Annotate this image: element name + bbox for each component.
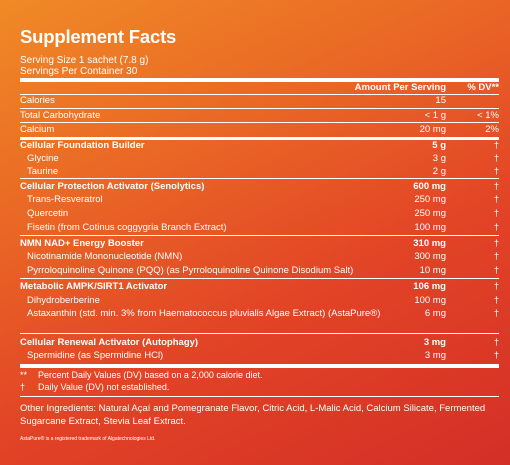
amount-header: Amount Per Serving — [354, 82, 446, 93]
nutrient-row: Calories 15 — [20, 94, 499, 107]
row-divider — [20, 122, 499, 123]
column-header-row: Amount Per Serving % DV** — [20, 81, 499, 94]
ingredient-amount: 100 mg — [414, 222, 446, 233]
ingredient-dv: † — [493, 166, 499, 177]
thick-divider — [20, 364, 499, 368]
serving-size: Serving Size 1 sachet (7.8 g) — [20, 55, 149, 66]
group-dv: † — [493, 281, 499, 292]
footnote-symbol: ** — [20, 370, 28, 380]
ingredient-amount: 250 mg — [414, 208, 446, 219]
nutrient-dv: 2% — [485, 124, 499, 135]
group-amount: 106 mg — [413, 281, 446, 292]
row-divider — [20, 333, 499, 334]
nutrient-row: Total Carbohydrate < 1 g < 1% — [20, 109, 499, 122]
panel-title: Supplement Facts — [20, 26, 177, 47]
ingredient-dv: † — [493, 265, 499, 276]
group-dv: † — [493, 337, 499, 348]
ingredient-group-row: Cellular Foundation Builder 5 g † — [20, 139, 499, 152]
ingredient-row: Fisetin (from Cotinus coggygria Branch E… — [20, 221, 499, 234]
thick-divider — [20, 137, 499, 140]
footnote-text: Percent Daily Values (DV) based on a 2,0… — [38, 370, 263, 380]
footnote-symbol: † — [20, 382, 26, 392]
row-divider — [20, 178, 499, 179]
group-name: Cellular Renewal Activator (Autophagy) — [20, 337, 199, 348]
nutrient-amount: 20 mg — [419, 124, 446, 135]
group-amount: 3 mg — [423, 337, 446, 348]
ingredient-group-row: NMN NAD+ Energy Booster 310 mg † — [20, 237, 499, 250]
nutrient-amount: < 1 g — [424, 110, 446, 121]
ingredient-name: Nicotinamide Mononucleotide (NMN) — [27, 251, 183, 262]
ingredient-name: Dihydroberberine — [27, 295, 100, 306]
group-amount: 310 mg — [413, 238, 446, 249]
nutrient-name: Calcium — [20, 124, 55, 135]
ingredient-row: Nicotinamide Mononucleotide (NMN) 300 mg… — [20, 250, 499, 263]
ingredient-dv: † — [493, 222, 499, 233]
row-divider — [20, 235, 499, 236]
group-name: Cellular Protection Activator (Senolytic… — [20, 181, 205, 192]
group-dv: † — [493, 238, 499, 249]
footnote-dv: ** Percent Daily Values (DV) based on a 2… — [20, 370, 262, 380]
row-divider — [20, 108, 499, 109]
ingredient-row: Pyrroloquinoline Quinone (PQQ) (as Pyrro… — [20, 264, 499, 277]
ingredient-row: Spermidine (as Spermidine HCl) 3 mg † — [20, 349, 499, 362]
ingredient-group-row: Cellular Protection Activator (Senolytic… — [20, 180, 499, 193]
ingredient-row: Trans-Resveratrol 250 mg † — [20, 193, 499, 206]
nutrient-name: Total Carbohydrate — [20, 110, 101, 121]
ingredient-dv: † — [493, 208, 499, 219]
footnote-text: Daily Value (DV) not established. — [38, 382, 170, 392]
nutrient-row: Calcium 20 mg 2% — [20, 123, 499, 136]
ingredient-dv: † — [493, 251, 499, 262]
header-divider — [20, 94, 499, 95]
ingredient-amount: 250 mg — [414, 194, 446, 205]
ingredient-row: Dihydroberberine 100 mg † — [20, 294, 499, 307]
nutrient-amount: 15 — [435, 95, 446, 106]
ingredient-group-row: Cellular Renewal Activator (Autophagy) 3… — [20, 336, 499, 349]
group-dv: † — [493, 140, 499, 151]
ingredient-row: Taurine 2 g † — [20, 165, 499, 178]
footnote-not-established: † Daily Value (DV) not established. — [20, 382, 169, 392]
nutrient-dv: < 1% — [477, 110, 499, 121]
ingredient-dv: † — [493, 194, 499, 205]
nutrient-name: Calories — [20, 95, 55, 106]
row-divider — [20, 396, 499, 397]
ingredient-row: Glycine 3 g † — [20, 152, 499, 165]
group-name: NMN NAD+ Energy Booster — [20, 238, 144, 249]
ingredient-dv: † — [493, 153, 499, 164]
ingredient-amount: 3 mg — [424, 350, 446, 361]
ingredient-amount: 6 mg — [424, 308, 446, 319]
ingredient-group-row: Metabolic AMPK/SIRT1 Activator 106 mg † — [20, 280, 499, 293]
ingredient-dv: † — [493, 295, 499, 306]
ingredient-dv: † — [493, 350, 499, 361]
group-name: Metabolic AMPK/SIRT1 Activator — [20, 281, 168, 292]
thick-divider — [20, 78, 499, 82]
row-divider — [20, 278, 499, 279]
ingredient-name: Trans-Resveratrol — [27, 194, 103, 205]
ingredient-name: Astaxanthin (std. min. 3% from Haematoco… — [27, 308, 381, 319]
ingredient-dv: † — [493, 308, 499, 319]
ingredient-amount: 100 mg — [414, 295, 446, 306]
group-name: Cellular Foundation Builder — [20, 140, 145, 151]
ingredient-amount: 2 g — [432, 166, 446, 177]
group-amount: 600 mg — [413, 181, 446, 192]
servings-per-container: Servings Per Container 30 — [20, 66, 138, 77]
trademark-note: AstaPure® is a registered trademark of A… — [20, 436, 156, 442]
ingredient-amount: 300 mg — [414, 251, 446, 262]
ingredient-name: Fisetin (from Cotinus coggygria Branch E… — [27, 222, 227, 233]
ingredient-amount: 3 g — [432, 153, 446, 164]
dv-header: % DV** — [467, 82, 499, 93]
ingredient-name: Quercetin — [27, 208, 69, 219]
ingredient-name: Pyrroloquinoline Quinone (PQQ) (as Pyrro… — [27, 265, 354, 276]
group-dv: † — [493, 181, 499, 192]
other-ingredients: Other Ingredients: Natural Açaí and Pome… — [20, 403, 486, 427]
ingredient-name: Taurine — [27, 166, 59, 177]
ingredient-row: Quercetin 250 mg † — [20, 207, 499, 220]
group-amount: 5 g — [432, 140, 446, 151]
ingredient-name: Spermidine (as Spermidine HCl) — [27, 350, 164, 361]
ingredient-row: Astaxanthin (std. min. 3% from Haematoco… — [20, 307, 499, 333]
ingredient-amount: 10 mg — [419, 265, 446, 276]
ingredient-name: Glycine — [27, 153, 59, 164]
